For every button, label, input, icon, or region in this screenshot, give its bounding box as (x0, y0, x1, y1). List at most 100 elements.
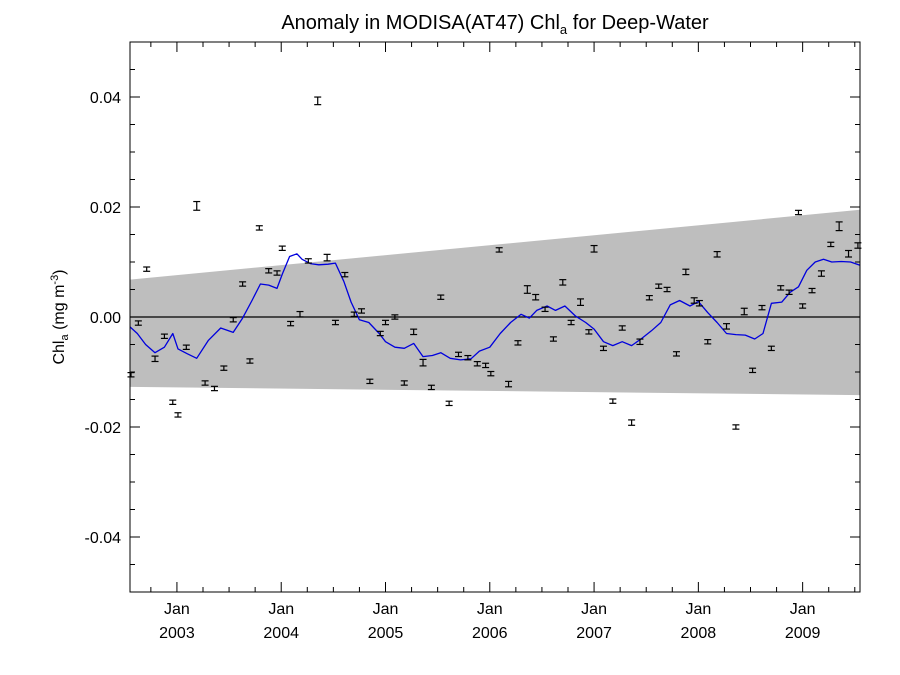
x-tick-label-month: Jan (685, 601, 711, 618)
errorbar-point (182, 344, 190, 350)
errorbar-point (314, 96, 322, 106)
errorbar-point (690, 297, 698, 304)
errorbar-point (645, 295, 653, 301)
errorbar-point (366, 378, 374, 385)
errorbar-point (590, 244, 598, 253)
errorbar-point (273, 270, 281, 276)
errorbar-point (239, 281, 247, 287)
errorbar-point (455, 351, 462, 358)
errorbar-point (427, 384, 435, 391)
y-tick-label: -0.04 (85, 530, 122, 547)
errorbar-point (845, 249, 853, 258)
chart-title-rest: for Deep-Water (567, 12, 709, 34)
uncertainty-band (130, 209, 860, 396)
errorbar-point (400, 380, 408, 386)
errorbar-point (134, 320, 142, 326)
y-tick-label: 0.02 (90, 200, 121, 217)
series-line-layer (129, 253, 861, 361)
errorbar-point (799, 303, 807, 309)
errorbar-point (740, 307, 748, 316)
errorbar-layer (127, 96, 862, 430)
y-label-subscript: a (59, 334, 71, 341)
errorbar-point (331, 319, 339, 326)
errorbar-point (559, 279, 567, 286)
errorbar-point (287, 320, 295, 327)
errorbar-point (628, 419, 636, 426)
errorbar-point (246, 358, 254, 364)
errorbar-point (585, 329, 593, 335)
x-tick-label-year: 2005 (368, 625, 404, 642)
errorbar-point (785, 289, 793, 295)
errorbar-point (514, 340, 522, 346)
errorbar-point (682, 268, 690, 276)
y-tick-label: 0.00 (90, 310, 121, 327)
errorbar-point (193, 200, 201, 211)
errorbar-point (541, 306, 549, 313)
errorbar-point (505, 380, 513, 388)
errorbar-point (749, 367, 757, 374)
errorbar-point (794, 209, 802, 216)
y-tick-label: -0.02 (85, 420, 122, 437)
axis-ticks: 0.04 0.02 0.00 -0.02 -0.04 Jan 2003 Jan 2004 Jan 2… (85, 41, 860, 642)
errorbar-point (663, 286, 671, 293)
errorbar-point (495, 247, 503, 253)
errorbar-point (296, 310, 304, 318)
chart-title: Anomaly in MODISA(AT47) Chla for Deep-Wa… (281, 12, 709, 37)
errorbar-point (609, 398, 617, 404)
errorbar-point (704, 339, 712, 345)
x-tick-label-month: Jan (373, 601, 399, 618)
errorbar-point (278, 245, 286, 251)
errorbar-point (201, 380, 209, 386)
errorbar-point (445, 400, 453, 407)
errorbar-point (419, 358, 427, 367)
errorbar-point (382, 319, 389, 326)
errorbar-point (695, 299, 703, 307)
errorbar-point (341, 271, 349, 278)
x-tick-label-year: 2009 (785, 625, 821, 642)
chart-title-main: Anomaly in MODISA(AT47) Chl (281, 12, 560, 34)
errorbar-point (464, 354, 472, 361)
errorbar-point (410, 328, 418, 336)
errorbar-point (577, 298, 585, 306)
chart-title-subscript: a (560, 22, 568, 37)
errorbar-point (151, 355, 159, 363)
band-layer (130, 209, 860, 396)
errorbar-point (808, 287, 816, 294)
errorbar-point (732, 424, 740, 430)
errorbar-point (143, 266, 151, 272)
errorbar-point (391, 314, 399, 320)
errorbar-point (655, 283, 663, 289)
x-tick-label-month: Jan (581, 601, 607, 618)
x-tick-label-month: Jan (164, 601, 190, 618)
plot-area: 0.04 0.02 0.00 -0.02 -0.04 Jan 2003 Jan 2004 Jan 2… (85, 41, 862, 642)
errorbar-point (618, 325, 626, 331)
errorbar-point (255, 225, 263, 231)
errorbar-point (169, 399, 177, 405)
errorbar-point (723, 323, 731, 330)
errorbar-point (487, 370, 495, 377)
errorbar-point (636, 338, 644, 346)
errorbar-point (567, 319, 575, 326)
y-label-units: (mg m (51, 285, 68, 335)
errorbar-point (523, 285, 531, 294)
x-tick-label-year: 2004 (263, 625, 299, 642)
x-tick-label-month: Jan (477, 601, 503, 618)
x-tick-label-year: 2003 (159, 625, 195, 642)
x-tick-label-year: 2008 (681, 625, 717, 642)
errorbar-point (827, 241, 835, 248)
errorbar-point (549, 336, 557, 342)
errorbar-point (473, 361, 481, 367)
errorbar-point (323, 253, 331, 262)
errorbar-point (229, 317, 237, 323)
smoothed-line (129, 253, 861, 361)
errorbar-point (482, 362, 490, 369)
y-axis-label: Chla (mg m-3) (49, 269, 71, 364)
x-tick-label-year: 2007 (576, 625, 612, 642)
errorbar-point (758, 304, 766, 311)
errorbar-point (174, 412, 182, 418)
errorbar-point (713, 251, 721, 258)
errorbar-point (767, 345, 775, 352)
errorbar-point (304, 258, 312, 264)
errorbar-point (127, 372, 135, 378)
